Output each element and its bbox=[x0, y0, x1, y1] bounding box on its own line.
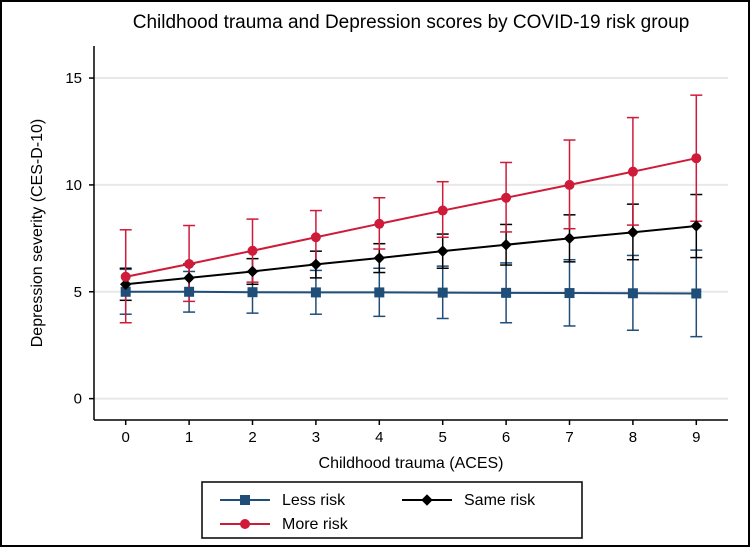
x-tick-label: 2 bbox=[248, 429, 256, 446]
chart-container: Childhood trauma and Depression scores b… bbox=[0, 0, 750, 547]
x-tick-label: 1 bbox=[185, 429, 193, 446]
y-axis-label: Depression severity (CES-D-10) bbox=[29, 119, 46, 348]
chart-title: Childhood trauma and Depression scores b… bbox=[133, 12, 690, 33]
x-tick-label: 0 bbox=[122, 429, 130, 446]
legend-label-more-risk: More risk bbox=[282, 516, 349, 533]
x-axis-label: Childhood trauma (ACES) bbox=[319, 455, 504, 472]
x-tick-label: 6 bbox=[502, 429, 510, 446]
y-tick-label: 15 bbox=[65, 70, 82, 87]
x-tick-label: 9 bbox=[692, 429, 700, 446]
chart-svg: Childhood trauma and Depression scores b… bbox=[2, 2, 748, 545]
x-tick-label: 3 bbox=[312, 429, 320, 446]
x-tick-label: 8 bbox=[629, 429, 637, 446]
y-tick-label: 0 bbox=[74, 391, 82, 408]
legend-label-same-risk: Same risk bbox=[464, 492, 536, 509]
x-tick-label: 7 bbox=[565, 429, 573, 446]
legend-label-less-risk: Less risk bbox=[282, 492, 346, 509]
legend-box bbox=[202, 482, 582, 538]
legend-marker bbox=[241, 496, 250, 505]
legend-marker bbox=[241, 520, 250, 529]
x-tick-label: 5 bbox=[439, 429, 447, 446]
y-tick-label: 5 bbox=[74, 284, 82, 301]
y-tick-label: 10 bbox=[65, 177, 82, 194]
x-tick-label: 4 bbox=[375, 429, 383, 446]
